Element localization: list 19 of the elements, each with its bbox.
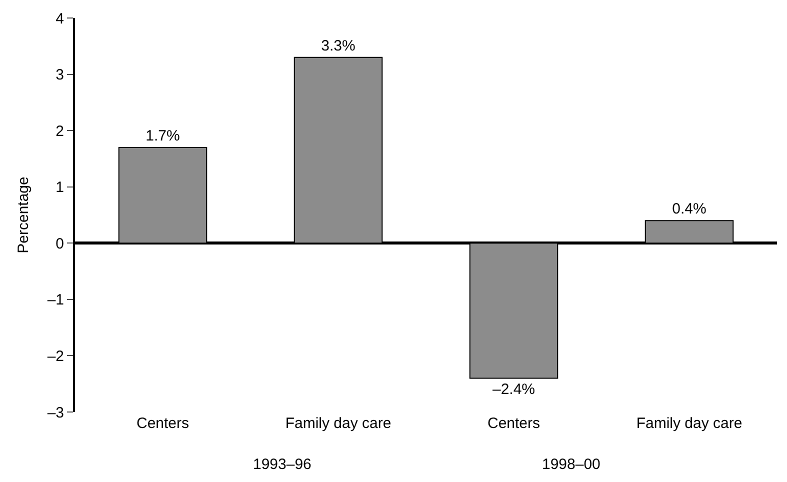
data-label: 1.7%	[146, 127, 180, 144]
y-tick-label: 2	[56, 122, 64, 140]
x-tick-label: Centers	[136, 415, 190, 432]
y-tick-label: 4	[56, 10, 64, 28]
y-tick-label: –3	[47, 404, 64, 422]
y-tick-label: 0	[56, 235, 64, 252]
data-label: 0.4%	[672, 200, 706, 218]
x-tick-label: Family day care	[636, 415, 742, 432]
y-tick-label: 3	[56, 66, 64, 84]
y-tick-label: 1	[56, 179, 64, 196]
x-tick-label: Family day care	[285, 415, 392, 432]
x-tick-label: Centers	[487, 415, 540, 432]
y-tick-label: –1	[47, 292, 64, 309]
data-label: –2.4%	[492, 381, 536, 398]
y-axis-title: Percentage	[15, 176, 32, 254]
text: 1993–96	[253, 456, 312, 473]
text: 1998–00	[542, 456, 600, 473]
y-tick-label: –2	[47, 348, 64, 365]
data-label: 3.3%	[321, 37, 356, 54]
